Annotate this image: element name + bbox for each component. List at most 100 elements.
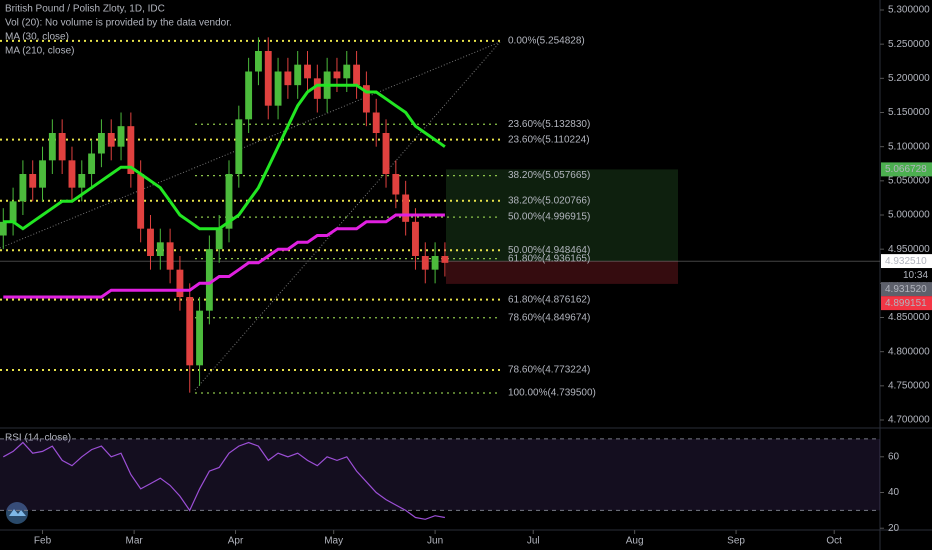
logo-mark [9, 509, 26, 516]
x-tick-label: Mar [126, 536, 144, 547]
candle-body [402, 194, 410, 222]
candle-body [107, 133, 115, 147]
x-tick-label: Apr [228, 536, 244, 547]
candle-body [68, 160, 76, 188]
y-tick-label: 5.200000 [888, 73, 930, 84]
trend-line [194, 41, 501, 391]
rsi-band [0, 438, 880, 511]
candle-body [235, 119, 243, 174]
position-profit [446, 169, 678, 262]
fib-label: 38.20%(5.057665) [508, 170, 590, 181]
price-tag-label: 4.899151 [885, 298, 927, 309]
candle-body [88, 153, 96, 174]
candle-body [0, 221, 7, 236]
price-tag-label: 4.932510 [885, 256, 927, 267]
price-tag [881, 282, 932, 297]
y-tick-label: 4.750000 [888, 380, 930, 391]
rsi-line [3, 441, 446, 520]
x-tick-label: Sep [727, 536, 745, 547]
candle-body [19, 174, 27, 202]
y-tick-label: 5.150000 [888, 107, 930, 118]
x-tick-label: May [324, 536, 343, 547]
y-tick-label: 5.250000 [888, 39, 930, 50]
trend-line [0, 41, 501, 249]
candle-body [294, 64, 302, 86]
candle-body [58, 133, 66, 161]
candle-body [245, 71, 253, 120]
candle-body [186, 297, 194, 366]
fib-label: 50.00%(4.948464) [508, 245, 590, 256]
candle-body [205, 249, 213, 311]
candle-body [304, 64, 311, 79]
price-tag [881, 296, 932, 311]
candle-body [39, 160, 46, 188]
y-tick-label: 4.800000 [888, 346, 930, 357]
candle-body [117, 126, 125, 147]
fib-label: 78.60%(4.849674) [508, 312, 590, 323]
x-tick-label: Jul [527, 536, 540, 547]
fib-label: 23.60%(5.132830) [508, 119, 590, 130]
x-tick-label: Oct [826, 536, 842, 547]
candle-body [137, 174, 145, 229]
candle-body [284, 71, 292, 86]
fib-label: 38.20%(5.020766) [508, 195, 590, 206]
candle-body [156, 242, 164, 256]
candle-body [255, 51, 262, 72]
price-tag [881, 162, 932, 177]
y-tick-label: 4.950000 [888, 244, 930, 255]
candle-body [78, 174, 86, 188]
candle-body [412, 221, 419, 256]
rsi-tick-label: 20 [888, 523, 900, 534]
x-tick-label: Jun [427, 536, 443, 547]
ma-line [3, 83, 446, 231]
candle-body [333, 71, 341, 79]
candle-body [441, 256, 449, 263]
price-tag [881, 254, 932, 269]
fib-label: 23.60%(5.110224) [508, 134, 590, 145]
price-tag-label: 4.931520 [885, 284, 927, 295]
ma-line [3, 213, 445, 299]
candle-body [215, 228, 223, 250]
y-tick-label: 5.300000 [888, 5, 930, 16]
candle-body [353, 64, 361, 86]
candle-body [362, 85, 370, 113]
countdown: 10:34 [903, 270, 928, 281]
position-loss [446, 261, 678, 284]
candle-body [382, 133, 390, 174]
x-tick-label: Feb [34, 536, 52, 547]
fib-label: 61.80%(4.876162) [508, 294, 590, 305]
y-tick-label: 4.850000 [888, 312, 930, 323]
candle-body [97, 133, 105, 154]
fib-label: 50.00%(4.996915) [508, 212, 590, 223]
candle-body [421, 256, 429, 270]
fib-label: 61.80%(4.936165) [508, 253, 590, 264]
price-tag-label: 5.066728 [885, 164, 927, 175]
countdown-box [881, 268, 932, 283]
fib-label: 78.60%(4.773224) [508, 365, 590, 376]
candle-body [313, 78, 321, 99]
candle-body [176, 269, 184, 297]
title: British Pound / Polish Zloty, 1D, IDC [5, 4, 165, 15]
candle-body [274, 71, 282, 106]
x-tick-label: Aug [626, 536, 644, 547]
y-tick-label: 5.100000 [888, 141, 930, 152]
candle-body [29, 174, 37, 188]
y-tick-label: 5.000000 [888, 210, 930, 221]
rsi-tick-label: 60 [888, 451, 900, 462]
candle-body [48, 133, 56, 161]
rsi-title: RSI (14, close) [5, 433, 71, 444]
fib-label: 0.00%(5.254828) [508, 36, 585, 47]
candle-body [9, 201, 17, 222]
candle-body [166, 242, 174, 270]
candle-body [196, 310, 203, 366]
candle-body [392, 174, 400, 195]
y-tick-label: 4.700000 [888, 415, 930, 426]
candle-body [264, 51, 272, 106]
candle-body [127, 126, 135, 174]
rsi-tick-label: 40 [888, 487, 900, 498]
candle-body [343, 64, 351, 79]
candle-body [372, 112, 380, 133]
note: Vol (20): No volume is provided by the d… [5, 18, 232, 29]
